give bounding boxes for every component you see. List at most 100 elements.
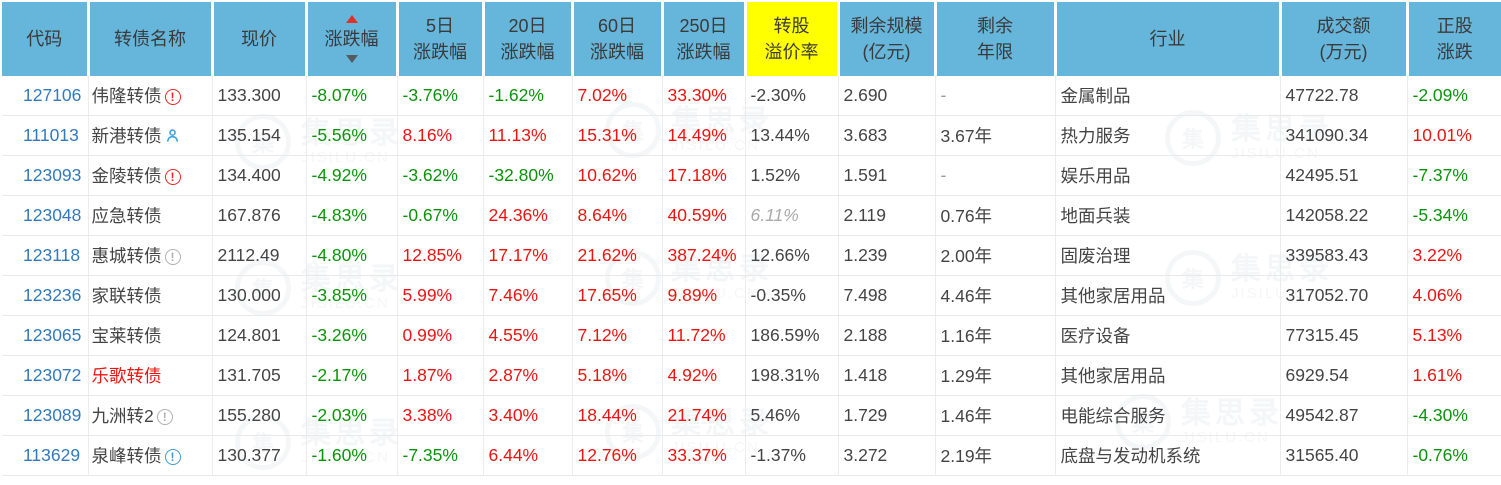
col-header-change60[interactable]: 60日 涨跌幅 [570,2,662,76]
years-cell: 0.76年 [935,195,1056,236]
change20-cell: -1.62% [483,76,573,116]
industry-cell: 金属制品 [1055,76,1281,116]
bond-name-link[interactable]: 应急转债 [91,206,162,226]
bond-name-link[interactable]: 新港转债 [91,125,162,146]
col-header-premium[interactable]: 转股 溢价率 [743,2,838,76]
bond-code-link[interactable]: 123236 [2,275,89,316]
col-header-industry[interactable]: 行业 [1053,2,1280,76]
col-label: 现价 [241,28,277,49]
col-header-code[interactable]: 代码 [2,2,88,76]
bond-code-link[interactable]: 123065 [2,315,89,356]
col-header-turnover[interactable]: 成交额 (万元) [1278,2,1407,76]
bond-name-link[interactable]: 泉峰转债 [91,446,162,466]
holder-person-icon[interactable] [165,128,180,149]
stock-change-cell: -2.09% [1407,76,1501,116]
bond-code-link[interactable]: 111013 [2,115,89,156]
bond-code-link[interactable]: 113629 [2,435,89,476]
col-header-stock[interactable]: 正股 涨跌 [1405,2,1501,76]
change250-cell: 14.49% [662,115,746,156]
industry-cell: 电能综合服务 [1055,395,1281,436]
change250-cell: 4.92% [662,355,746,396]
years-cell: - [935,155,1056,196]
col-label: 剩余 [977,15,1013,36]
bond-name-link[interactable]: 家联转债 [91,286,162,306]
bond-name-link[interactable]: 乐歌转债 [91,366,162,386]
price-cell: 167.876 [212,195,307,236]
scale-cell: 2.188 [838,315,936,356]
stock-change-cell: -5.34% [1407,195,1501,236]
premium-cell: 186.59% [745,315,839,356]
price-cell: 155.280 [212,395,307,436]
sort-asc-icon[interactable] [345,14,358,23]
header-row: 代码 转债名称 现价 涨跌幅 5日 涨跌幅 20日 涨跌幅 60日 涨跌幅 250日 涨跌幅 转股 溢价率… [2,2,1501,76]
stock-change-cell: -0.76% [1407,435,1501,476]
turnover-cell: 6929.54 [1280,355,1408,396]
turnover-cell: 47722.78 [1280,76,1408,116]
change60-cell: 7.12% [572,315,663,356]
stock-change-cell: -4.30% [1407,395,1501,436]
scale-cell: 1.239 [838,235,936,276]
col-header-change[interactable]: 涨跌幅 [304,2,397,76]
change-cell: -2.03% [306,395,398,436]
col-header-scale[interactable]: 剩余规模 (亿元) [836,2,935,76]
change5-cell: -7.35% [397,435,484,476]
change250-cell: 9.89% [662,275,746,316]
bond-name-link[interactable]: 宝莱转债 [91,326,162,346]
bond-code-link[interactable]: 123089 [2,395,89,436]
change5-cell: 12.85% [397,235,484,276]
industry-cell: 底盘与发动机系统 [1055,435,1281,476]
stock-change-cell: 4.06% [1407,275,1501,316]
col-label: 转债名称 [114,28,186,49]
bond-row: 123089 九洲转2! 155.280 -2.03% 3.38% 3.40% 18.44%… [2,395,1501,436]
change60-cell: 8.64% [572,195,663,236]
industry-cell: 地面兵装 [1055,195,1281,236]
premium-cell: 5.46% [745,395,839,436]
col-header-change5[interactable]: 5日 涨跌幅 [395,2,483,76]
bond-name-link[interactable]: 九洲转2 [91,406,154,426]
change20-cell: 11.13% [483,115,573,156]
info-icon[interactable]: ! [156,409,173,425]
turnover-cell: 317052.70 [1280,275,1408,316]
change60-cell: 17.65% [572,275,663,316]
change20-cell: -32.80% [483,155,573,196]
change250-cell: 17.18% [662,155,746,196]
col-label: 剩余规模 [850,15,923,36]
bond-name-link[interactable]: 伟隆转债 [91,86,162,106]
change5-cell: -3.62% [397,155,484,196]
bond-code-link[interactable]: 127106 [2,76,89,116]
stock-change-cell: 5.13% [1407,315,1501,356]
bond-name-cell: 应急转债 [88,195,213,236]
col-label: 60日 [597,15,637,36]
bond-code-link[interactable]: 123072 [2,355,89,396]
col-header-change20[interactable]: 20日 涨跌幅 [481,2,572,76]
bond-name-link[interactable]: 金陵转债 [91,166,162,186]
change-cell: -4.83% [306,195,398,236]
col-header-name[interactable]: 转债名称 [86,2,212,76]
bond-name-link[interactable]: 惠城转债 [91,246,162,266]
bond-code-link[interactable]: 123118 [2,235,89,276]
price-cell: 124.801 [212,315,307,356]
bond-name-cell: 金陵转债! [88,155,213,196]
sort-desc-icon[interactable] [345,55,358,64]
warning-alert-icon[interactable]: ! [164,89,181,105]
bond-code-link[interactable]: 123048 [2,195,89,236]
info-icon[interactable]: ! [164,449,181,465]
change250-cell: 33.37% [662,435,746,476]
bond-row: 113629 泉峰转债! 130.377 -1.60% -7.35% 6.44% 12.76… [2,435,1501,476]
change20-cell: 17.17% [483,235,573,276]
bond-name-cell: 惠城转债! [88,235,213,276]
bond-code-link[interactable]: 123093 [2,155,89,196]
industry-cell: 其他家居用品 [1055,275,1281,316]
industry-cell: 固废治理 [1055,235,1281,276]
col-sublabel: (万元) [1319,42,1368,62]
col-header-price[interactable]: 现价 [210,2,306,76]
stock-change-cell: -7.37% [1407,155,1501,196]
col-header-change250[interactable]: 250日 涨跌幅 [660,2,745,76]
info-icon[interactable]: ! [164,249,181,265]
col-header-years[interactable]: 剩余 年限 [933,2,1055,76]
warning-alert-icon[interactable]: ! [164,169,181,185]
change-cell: -4.92% [306,155,398,196]
change5-cell: 5.99% [397,275,484,316]
premium-cell: -2.30% [745,76,839,116]
years-cell: 2.19年 [935,435,1056,476]
